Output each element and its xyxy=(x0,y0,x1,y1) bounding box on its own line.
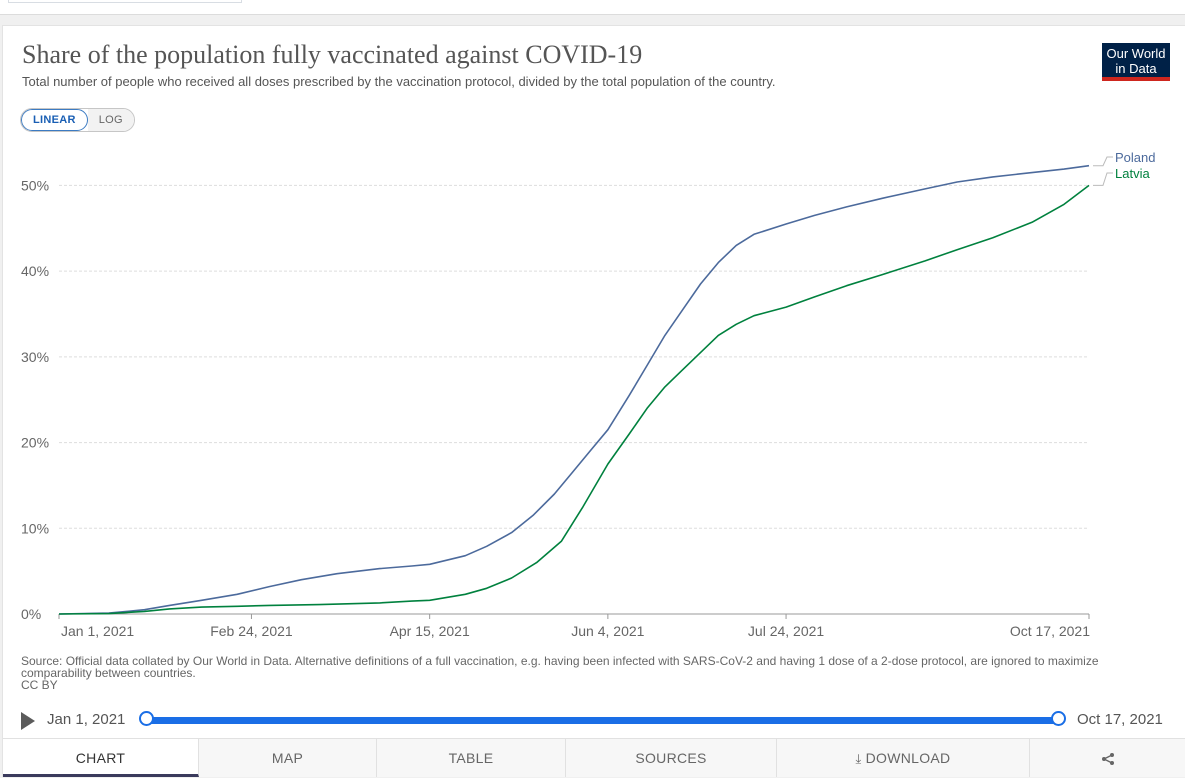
series-line-poland xyxy=(58,164,1090,615)
y-tick-label: 20% xyxy=(21,435,49,451)
y-tick-label: 40% xyxy=(21,263,49,279)
y-tick-label: 30% xyxy=(21,349,49,365)
tab-sources[interactable]: SOURCES xyxy=(566,739,777,777)
timeline-start-handle[interactable] xyxy=(139,711,154,726)
timeline-start-label: Jan 1, 2021 xyxy=(47,711,126,728)
x-tick-label: Oct 17, 2021 xyxy=(1010,623,1090,639)
y-tick-label: 50% xyxy=(21,177,49,193)
line-chart: 0% 10% 20% 30% 40% 50% Jan 1, 2021 Feb 24, 2021… xyxy=(21,150,1155,639)
tab-share[interactable] xyxy=(1030,739,1185,777)
y-tick-label: 0% xyxy=(21,606,41,622)
share-icon xyxy=(1102,753,1114,766)
top-search-stub xyxy=(8,0,242,3)
scale-toggle: LINEAR LOG xyxy=(20,108,135,132)
timeline-end-label: Oct 17, 2021 xyxy=(1077,711,1163,728)
download-icon: ⤓ xyxy=(855,751,862,766)
logo-line-1: Our World xyxy=(1106,46,1166,61)
legend-connector xyxy=(1093,156,1113,167)
tab-chart[interactable]: CHART xyxy=(3,739,199,777)
x-tick-label: Jun 4, 2021 xyxy=(571,623,644,639)
chart-subtitle: Total number of people who received all … xyxy=(22,74,776,89)
linear-scale-button[interactable]: LINEAR xyxy=(21,109,88,131)
source-text: Source: Official data collated by Our Wo… xyxy=(21,654,1099,680)
y-tick-label: 10% xyxy=(21,520,49,536)
x-tick-label: Apr 15, 2021 xyxy=(390,623,470,639)
legend-label-poland: Poland xyxy=(1115,150,1155,165)
timeline-end-handle[interactable] xyxy=(1051,711,1066,726)
series-line-latvia xyxy=(58,184,1090,615)
license-text[interactable]: CC BY xyxy=(21,678,58,692)
logo-line-2: in Data xyxy=(1115,61,1157,76)
x-tick-label: Jul 24, 2021 xyxy=(748,623,824,639)
tab-download-label: DOWNLOAD xyxy=(865,750,951,766)
play-icon[interactable] xyxy=(21,712,35,730)
legend-connector xyxy=(1093,172,1113,186)
tab-download[interactable]: ⤓ DOWNLOAD xyxy=(777,739,1030,777)
tab-table[interactable]: TABLE xyxy=(377,739,566,777)
tab-map[interactable]: MAP xyxy=(199,739,377,777)
top-strip xyxy=(0,0,1185,15)
legend-label-latvia: Latvia xyxy=(1115,166,1150,181)
owid-logo[interactable]: Our World in Data xyxy=(1102,43,1170,81)
chart-title: Share of the population fully vaccinated… xyxy=(22,40,643,69)
tab-bar: CHART MAP TABLE SOURCES ⤓ DOWNLOAD xyxy=(3,738,1185,777)
log-scale-button[interactable]: LOG xyxy=(87,109,134,131)
timeline: Jan 1, 2021 Oct 17, 2021 xyxy=(3,706,1185,736)
x-tick-label: Feb 24, 2021 xyxy=(210,623,293,639)
x-tick-label: Jan 1, 2021 xyxy=(61,623,134,639)
source-note: Source: Official data collated by Our Wo… xyxy=(21,655,1141,691)
timeline-track[interactable] xyxy=(146,717,1060,724)
chart-card: Share of the population fully vaccinated… xyxy=(2,25,1185,777)
